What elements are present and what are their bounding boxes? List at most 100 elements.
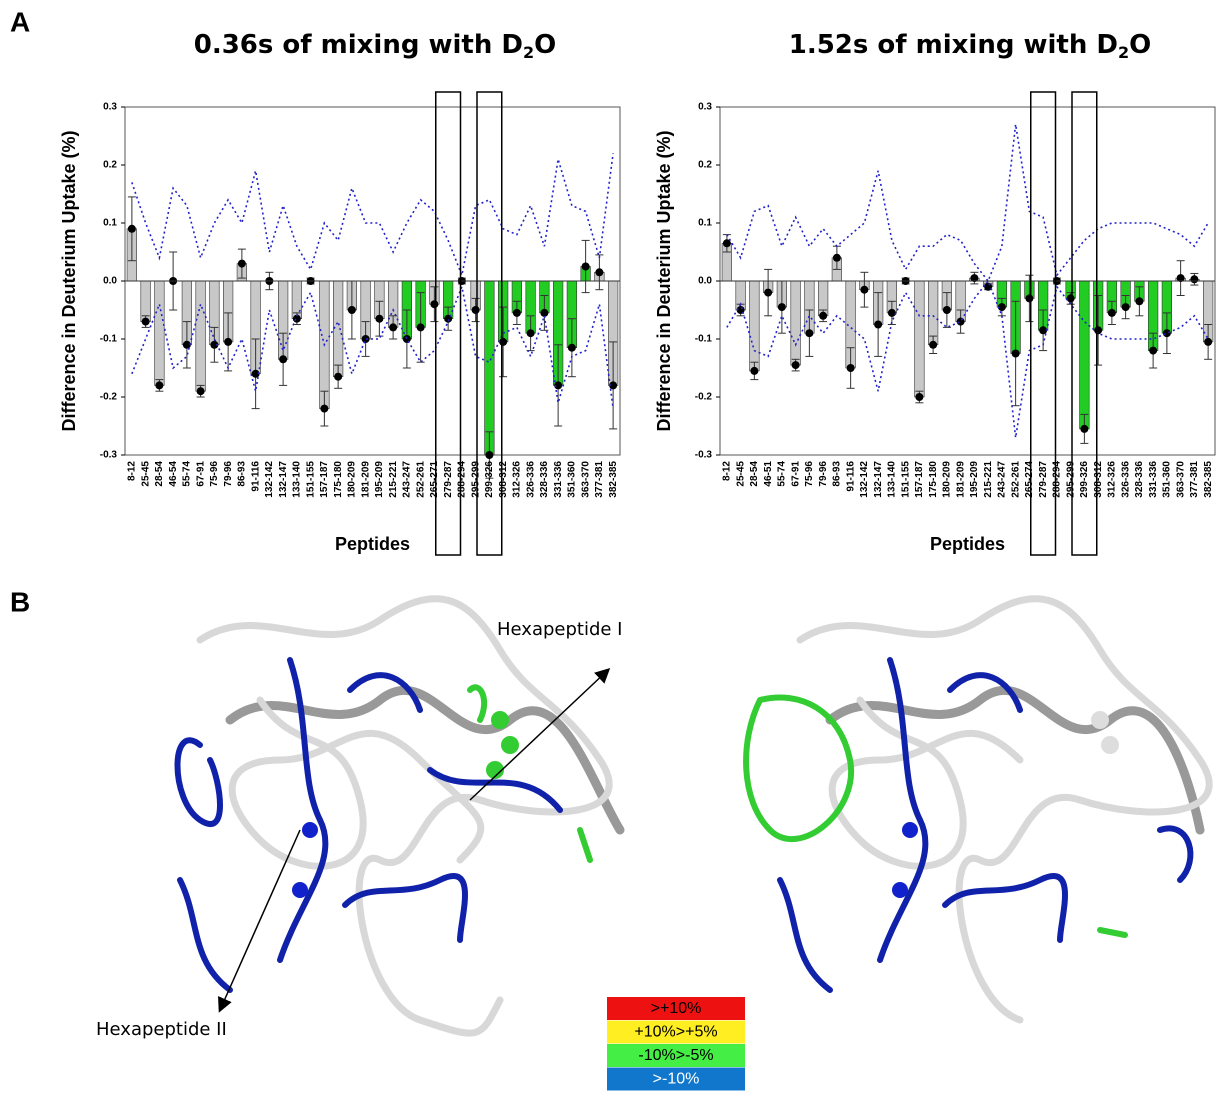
point [792, 361, 800, 369]
x-tick-label: 215-221 [388, 461, 399, 498]
x-tick-label: 133-140 [887, 461, 898, 498]
point [1080, 425, 1088, 433]
x-tick-label: 75-96 [209, 461, 220, 487]
y-tick-label: 0.1 [698, 218, 712, 229]
bar [928, 281, 938, 345]
x-tick-label: 181-209 [360, 461, 371, 498]
x-axis-label: Peptides [335, 534, 410, 554]
x-tick-label: 331-336 [1148, 461, 1159, 498]
x-tick-label: 67-91 [790, 461, 801, 487]
x-tick-label: 265-274 [1024, 461, 1035, 498]
point [874, 321, 882, 329]
x-tick-label: 151-155 [900, 461, 911, 498]
y-tick-label: 0.2 [103, 160, 117, 171]
y-axis-label: Difference in Deuterium Uptake (%) [59, 130, 79, 431]
x-tick-label: 157-187 [914, 461, 925, 498]
arrow [470, 670, 608, 800]
x-tick-label: 25-45 [140, 461, 151, 487]
panel-label: A [10, 6, 30, 37]
bar [196, 281, 206, 391]
x-tick-label: 326-336 [525, 461, 536, 498]
x-tick-label: 308-312 [1093, 461, 1104, 498]
arrow [220, 830, 300, 1010]
x-tick-label: 195-209 [969, 461, 980, 498]
bar [1080, 281, 1090, 429]
legend-label: >+10% [651, 1000, 702, 1017]
threshold-line [132, 153, 613, 275]
title-part: O [1129, 30, 1151, 60]
point [334, 373, 342, 381]
x-tick-label: 252-261 [1010, 461, 1021, 498]
x-tick-label: 312-326 [512, 461, 523, 498]
bar [750, 281, 760, 371]
x-tick-label: 351-360 [1162, 461, 1173, 498]
x-tick-label: 351-360 [567, 461, 578, 498]
x-axis-label: Peptides [930, 534, 1005, 554]
y-tick-label: 0.2 [698, 160, 712, 171]
point [1135, 297, 1143, 305]
point [320, 405, 328, 413]
point [595, 268, 603, 276]
x-tick-label: 181-209 [955, 461, 966, 498]
x-tick-label: 151-155 [305, 461, 316, 498]
point [430, 300, 438, 308]
point [155, 381, 163, 389]
x-tick-label: 79-96 [223, 461, 234, 487]
x-tick-label: 55-74 [182, 461, 193, 487]
x-tick-label: 299-326 [1079, 461, 1090, 498]
point [764, 289, 772, 297]
point [128, 225, 136, 233]
point [847, 364, 855, 372]
title-part: 0.36s of mixing with D [194, 30, 523, 60]
title-part: 1.52s of mixing with D [789, 30, 1118, 60]
point [1025, 294, 1033, 302]
x-tick-label: 28-54 [749, 461, 760, 487]
x-tick-label: 132-147 [278, 461, 289, 498]
x-tick-label: 132-147 [873, 461, 884, 498]
panel-label: B [10, 586, 30, 617]
point [499, 338, 507, 346]
point [279, 355, 287, 363]
title-part: 2 [1118, 43, 1129, 62]
y-tick-label: 0.0 [698, 276, 712, 287]
x-tick-label: 75-96 [804, 461, 815, 487]
point [417, 323, 425, 331]
legend-label: -10%>-5% [638, 1047, 713, 1064]
point [1204, 338, 1212, 346]
point [750, 367, 758, 375]
x-tick-label: 67-91 [195, 461, 206, 487]
legend-label: +10%>+5% [634, 1024, 717, 1041]
x-tick-label: 252-261 [415, 461, 426, 498]
x-tick-label: 328-336 [539, 461, 550, 498]
point [238, 260, 246, 268]
legend-label: >-10% [653, 1071, 700, 1088]
x-tick-label: 377-381 [594, 461, 605, 498]
x-tick-label: 279-287 [1038, 461, 1049, 498]
chart-title: 0.36s of mixing with D2O [194, 30, 557, 62]
x-tick-label: 243-247 [997, 461, 1008, 498]
x-tick-label: 195-209 [374, 461, 385, 498]
point [485, 451, 493, 459]
y-tick-label: 0.3 [103, 102, 117, 113]
point [1163, 329, 1171, 337]
x-tick-label: 28-54 [154, 461, 165, 487]
point [389, 323, 397, 331]
y-tick-label: -0.1 [695, 334, 713, 345]
x-tick-label: 180-209 [942, 461, 953, 498]
x-tick-label: 46-51 [763, 461, 774, 487]
y-tick-label: -0.3 [695, 450, 713, 461]
point [568, 344, 576, 352]
x-tick-label: 377-381 [1189, 461, 1200, 498]
title-part: O [534, 30, 556, 60]
point [348, 306, 356, 314]
x-tick-label: 79-96 [818, 461, 829, 487]
point [1190, 275, 1198, 283]
point [197, 387, 205, 395]
x-tick-label: 86-93 [832, 461, 843, 487]
x-tick-label: 295-299 [470, 461, 481, 498]
x-tick-label: 175-180 [928, 461, 939, 498]
point [888, 309, 896, 317]
title-part: 2 [523, 43, 534, 62]
point [513, 309, 521, 317]
point [1149, 347, 1157, 355]
